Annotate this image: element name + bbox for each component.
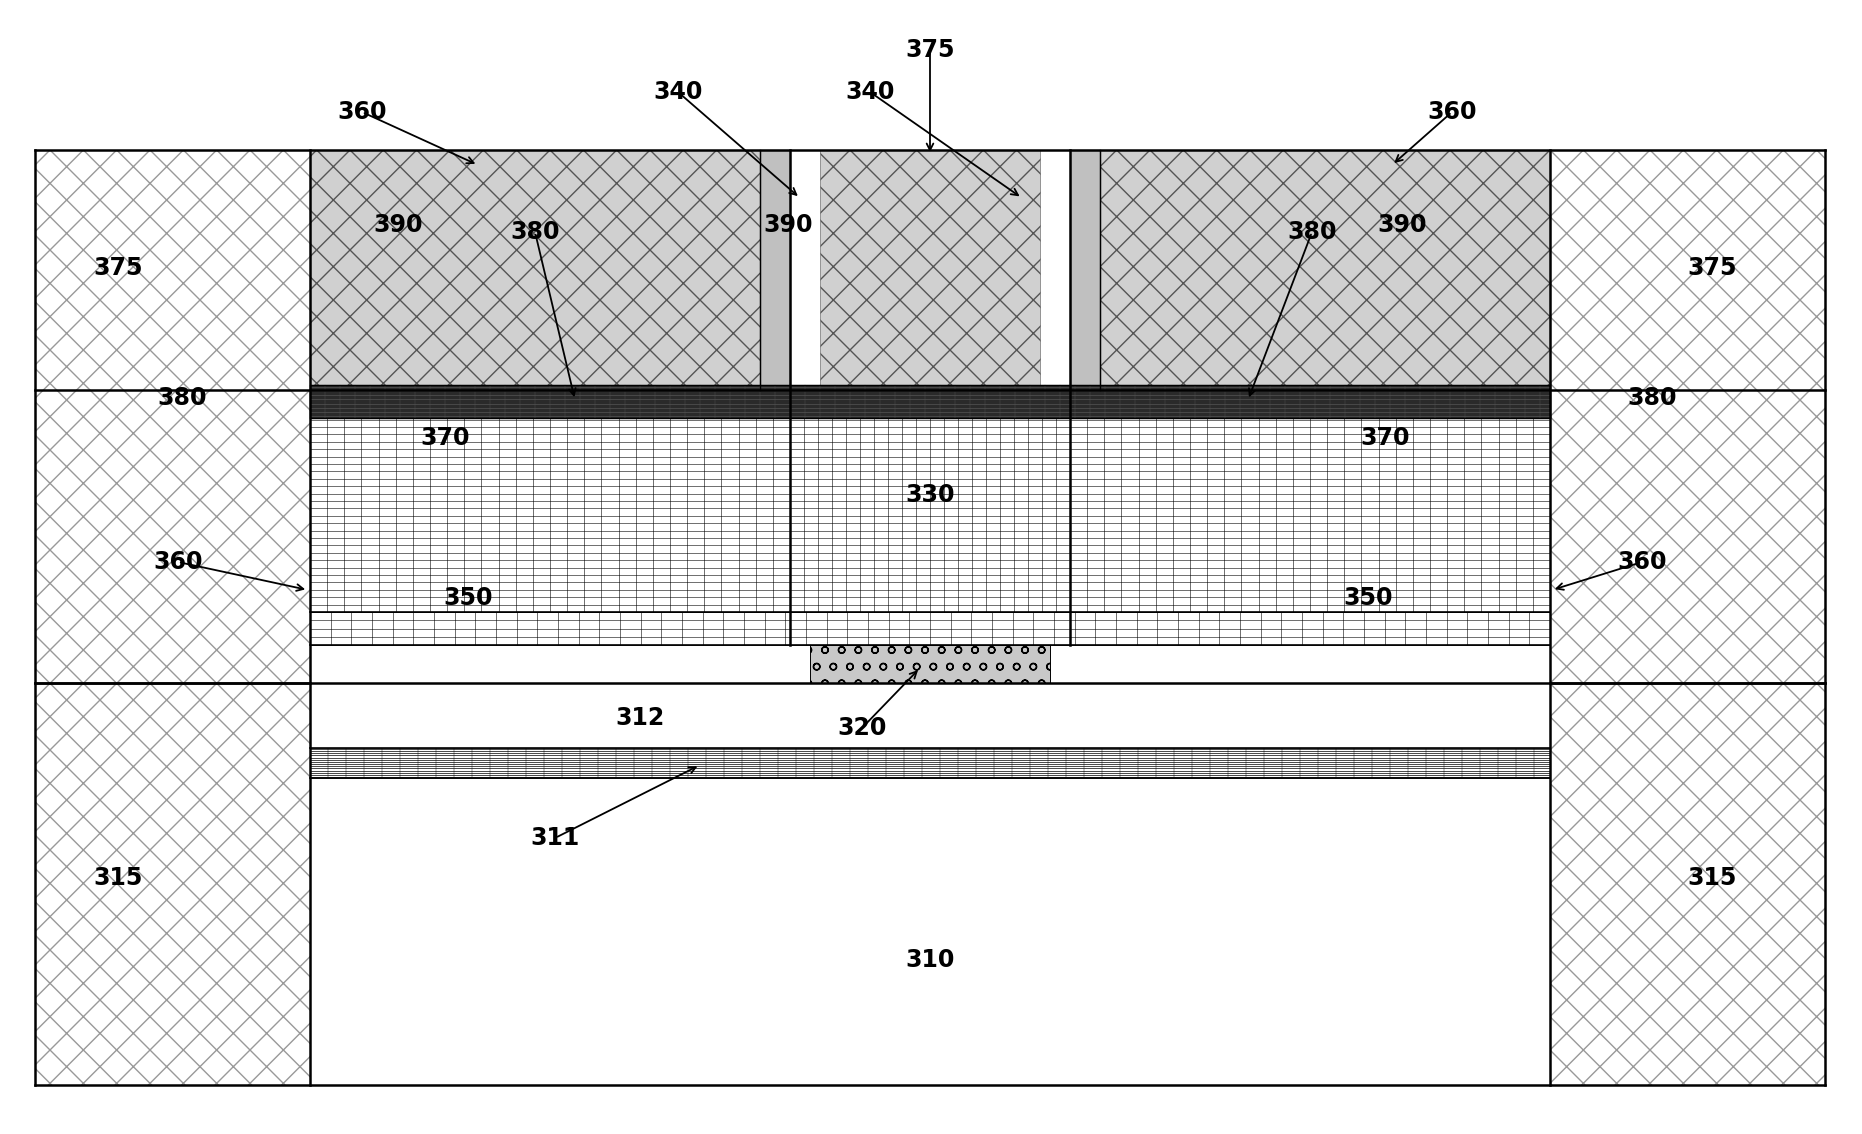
Text: 310: 310	[905, 948, 955, 972]
Text: 390: 390	[763, 213, 812, 237]
Bar	[309, 748, 1549, 778]
Bar	[819, 150, 1041, 390]
Bar	[309, 386, 1549, 418]
Bar	[1071, 150, 1100, 390]
Text: 360: 360	[1428, 100, 1477, 124]
Text: 350: 350	[1343, 586, 1393, 610]
Text: 370: 370	[421, 426, 469, 450]
Text: 340: 340	[845, 81, 894, 104]
Text: 360: 360	[153, 550, 203, 574]
Bar	[1100, 150, 1549, 390]
Text: 380: 380	[156, 386, 207, 411]
Bar	[309, 150, 760, 390]
Text: 380: 380	[510, 220, 560, 244]
Text: 390: 390	[1378, 213, 1426, 237]
Bar	[309, 390, 789, 612]
Text: 330: 330	[905, 483, 955, 507]
Bar	[760, 150, 789, 390]
Text: 375: 375	[93, 256, 143, 280]
Bar	[1071, 390, 1549, 612]
Bar	[1549, 150, 1825, 1085]
Bar	[810, 645, 1050, 683]
Bar	[789, 390, 1071, 612]
Text: 350: 350	[443, 586, 493, 610]
Text: 315: 315	[1687, 866, 1737, 890]
Text: 390: 390	[372, 213, 423, 237]
Text: 375: 375	[1687, 256, 1737, 280]
Bar	[35, 150, 309, 1085]
Text: 370: 370	[1361, 426, 1410, 450]
Text: 340: 340	[654, 81, 702, 104]
Text: 380: 380	[1287, 220, 1337, 244]
Text: 315: 315	[93, 866, 143, 890]
Bar	[309, 778, 1549, 1085]
Text: 360: 360	[337, 100, 387, 124]
Text: 320: 320	[838, 716, 886, 741]
Text: 380: 380	[1627, 386, 1678, 411]
Text: 311: 311	[531, 826, 579, 850]
Bar	[309, 612, 1549, 645]
Text: 312: 312	[614, 706, 665, 730]
Bar	[309, 683, 1549, 748]
Text: 360: 360	[1618, 550, 1666, 574]
Text: 375: 375	[905, 39, 955, 62]
